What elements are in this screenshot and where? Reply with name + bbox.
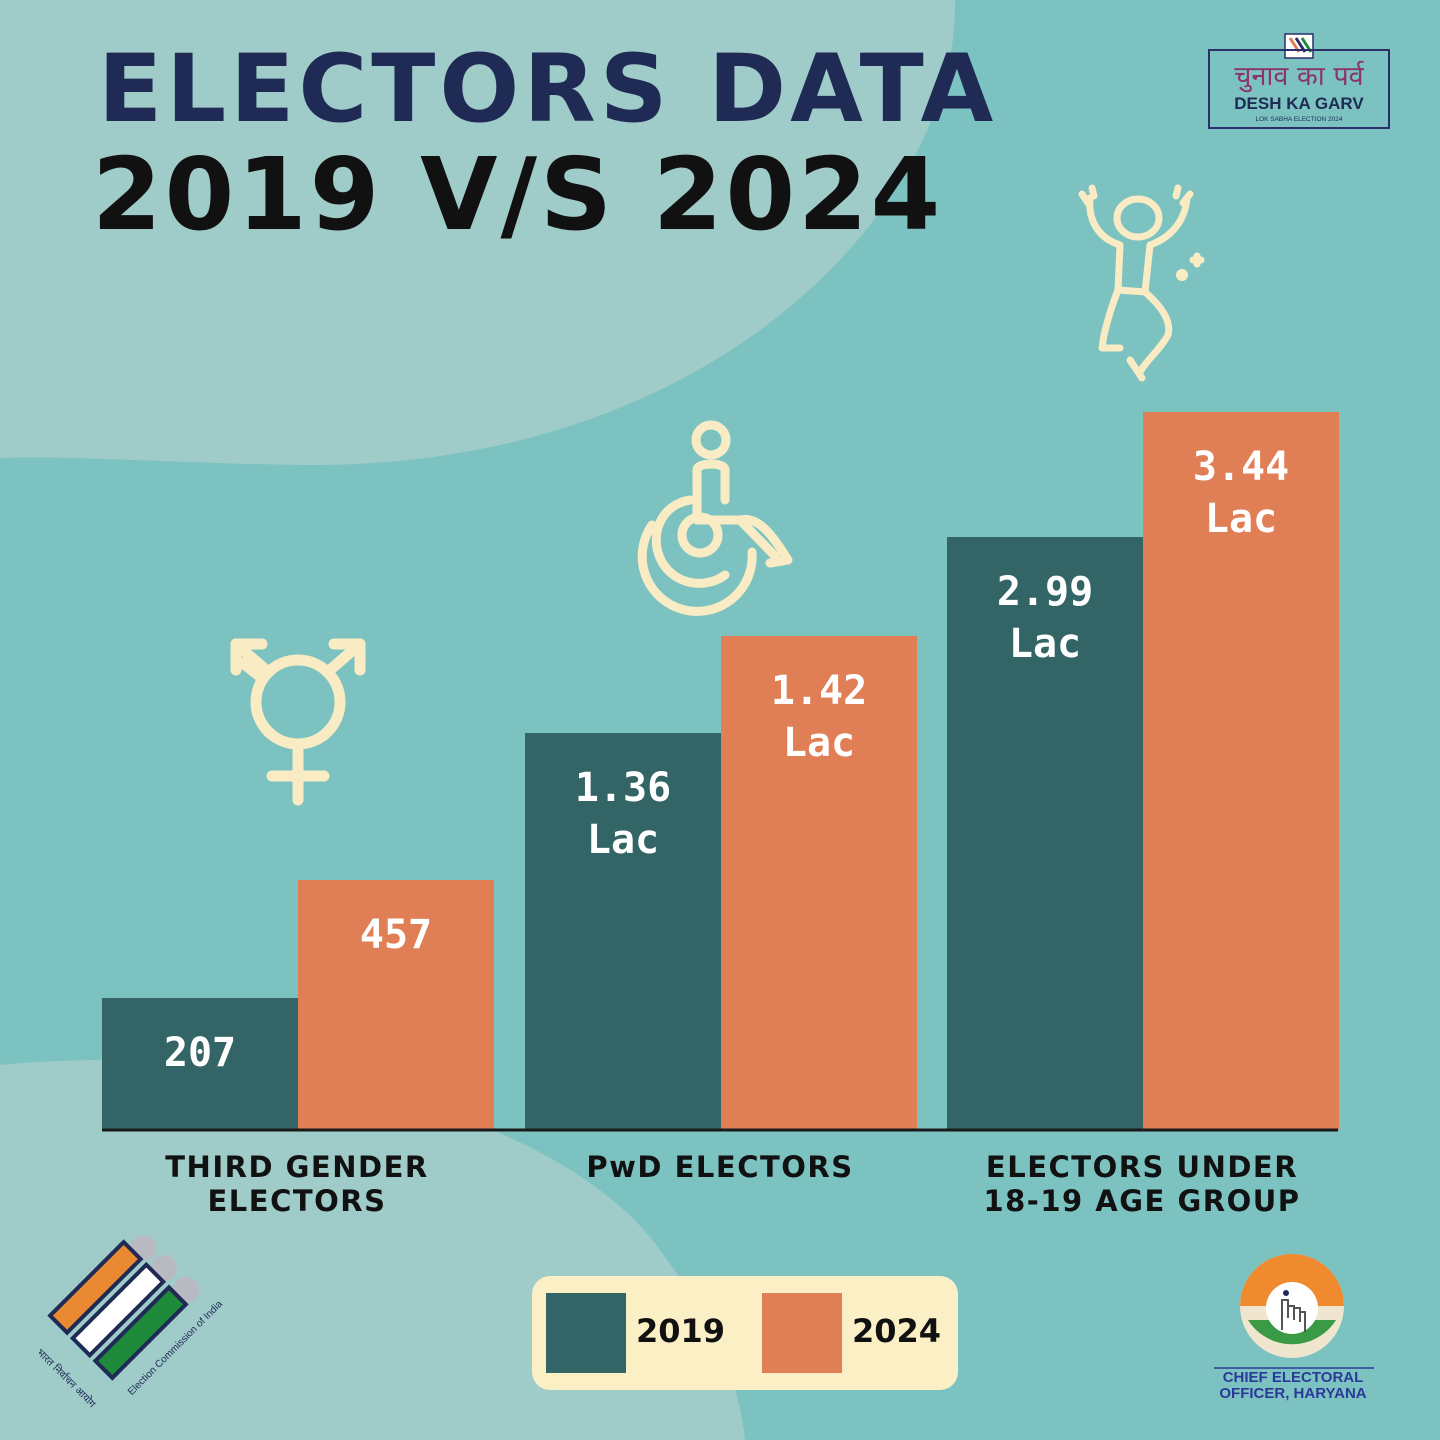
bar-value-label-2019-1: 1.36 Lac	[575, 765, 671, 863]
bar-value-label-2024-0: 457	[360, 912, 432, 958]
legend-label-2024: 2024	[852, 1312, 942, 1350]
chart-legend: 2019 2024	[532, 1276, 958, 1390]
background-curve-top	[0, 0, 956, 466]
bar-value-label-2019-0: 207	[164, 1030, 236, 1076]
jumping-person-icon	[1078, 184, 1205, 382]
bar-value-label-2024-2: 3.44 Lac	[1193, 444, 1289, 542]
transgender-symbol-icon	[230, 638, 366, 806]
category-label-young: ELECTORS UNDER 18-19 AGE GROUP	[983, 1150, 1301, 1218]
campaign-logo-hindi: चुनाव का पर्व	[1234, 61, 1364, 92]
campaign-logo-subtitle: LOK SABHA ELECTION 2024	[1255, 116, 1343, 123]
bars-layer	[102, 412, 1339, 1130]
legend-swatch-2024	[762, 1293, 842, 1373]
bar-2019-1	[525, 733, 721, 1130]
bar-labels-layer: 207 457 1.36 Lac 1.42 Lac 2.99 Lac 3.44 Lac	[164, 444, 1289, 1076]
bar-2024-2	[1143, 412, 1339, 1130]
bar-2024-1	[721, 636, 917, 1130]
page-title-line2: 2019 V/S 2024	[92, 136, 944, 253]
page-title-line1: ELECTORS DATA	[98, 35, 998, 144]
bar-value-label-2024-1: 1.42 Lac	[771, 668, 867, 766]
ceo-haryana-text: CHIEF ELECTORAL OFFICER, HARYANA	[1219, 1369, 1367, 1402]
legend-label-2019: 2019	[636, 1312, 726, 1350]
category-label-third-gender: THIRD GENDER ELECTORS	[165, 1150, 429, 1218]
campaign-logo-english: DESH KA GARV	[1234, 94, 1364, 113]
bar-value-label-2019-2: 2.99 Lac	[997, 569, 1093, 667]
bar-2024-0	[298, 880, 494, 1130]
wheelchair-icon	[637, 420, 793, 616]
eci-logo-icon	[47, 1235, 199, 1381]
bar-2019-2	[947, 537, 1143, 1130]
category-label-pwd: PwD ELECTORS	[586, 1150, 854, 1184]
legend-swatch-2019	[546, 1293, 626, 1373]
campaign-logo-frame	[1208, 49, 1390, 129]
ceo-haryana-logo-icon	[1214, 1254, 1374, 1369]
bar-2019-0	[102, 998, 298, 1130]
